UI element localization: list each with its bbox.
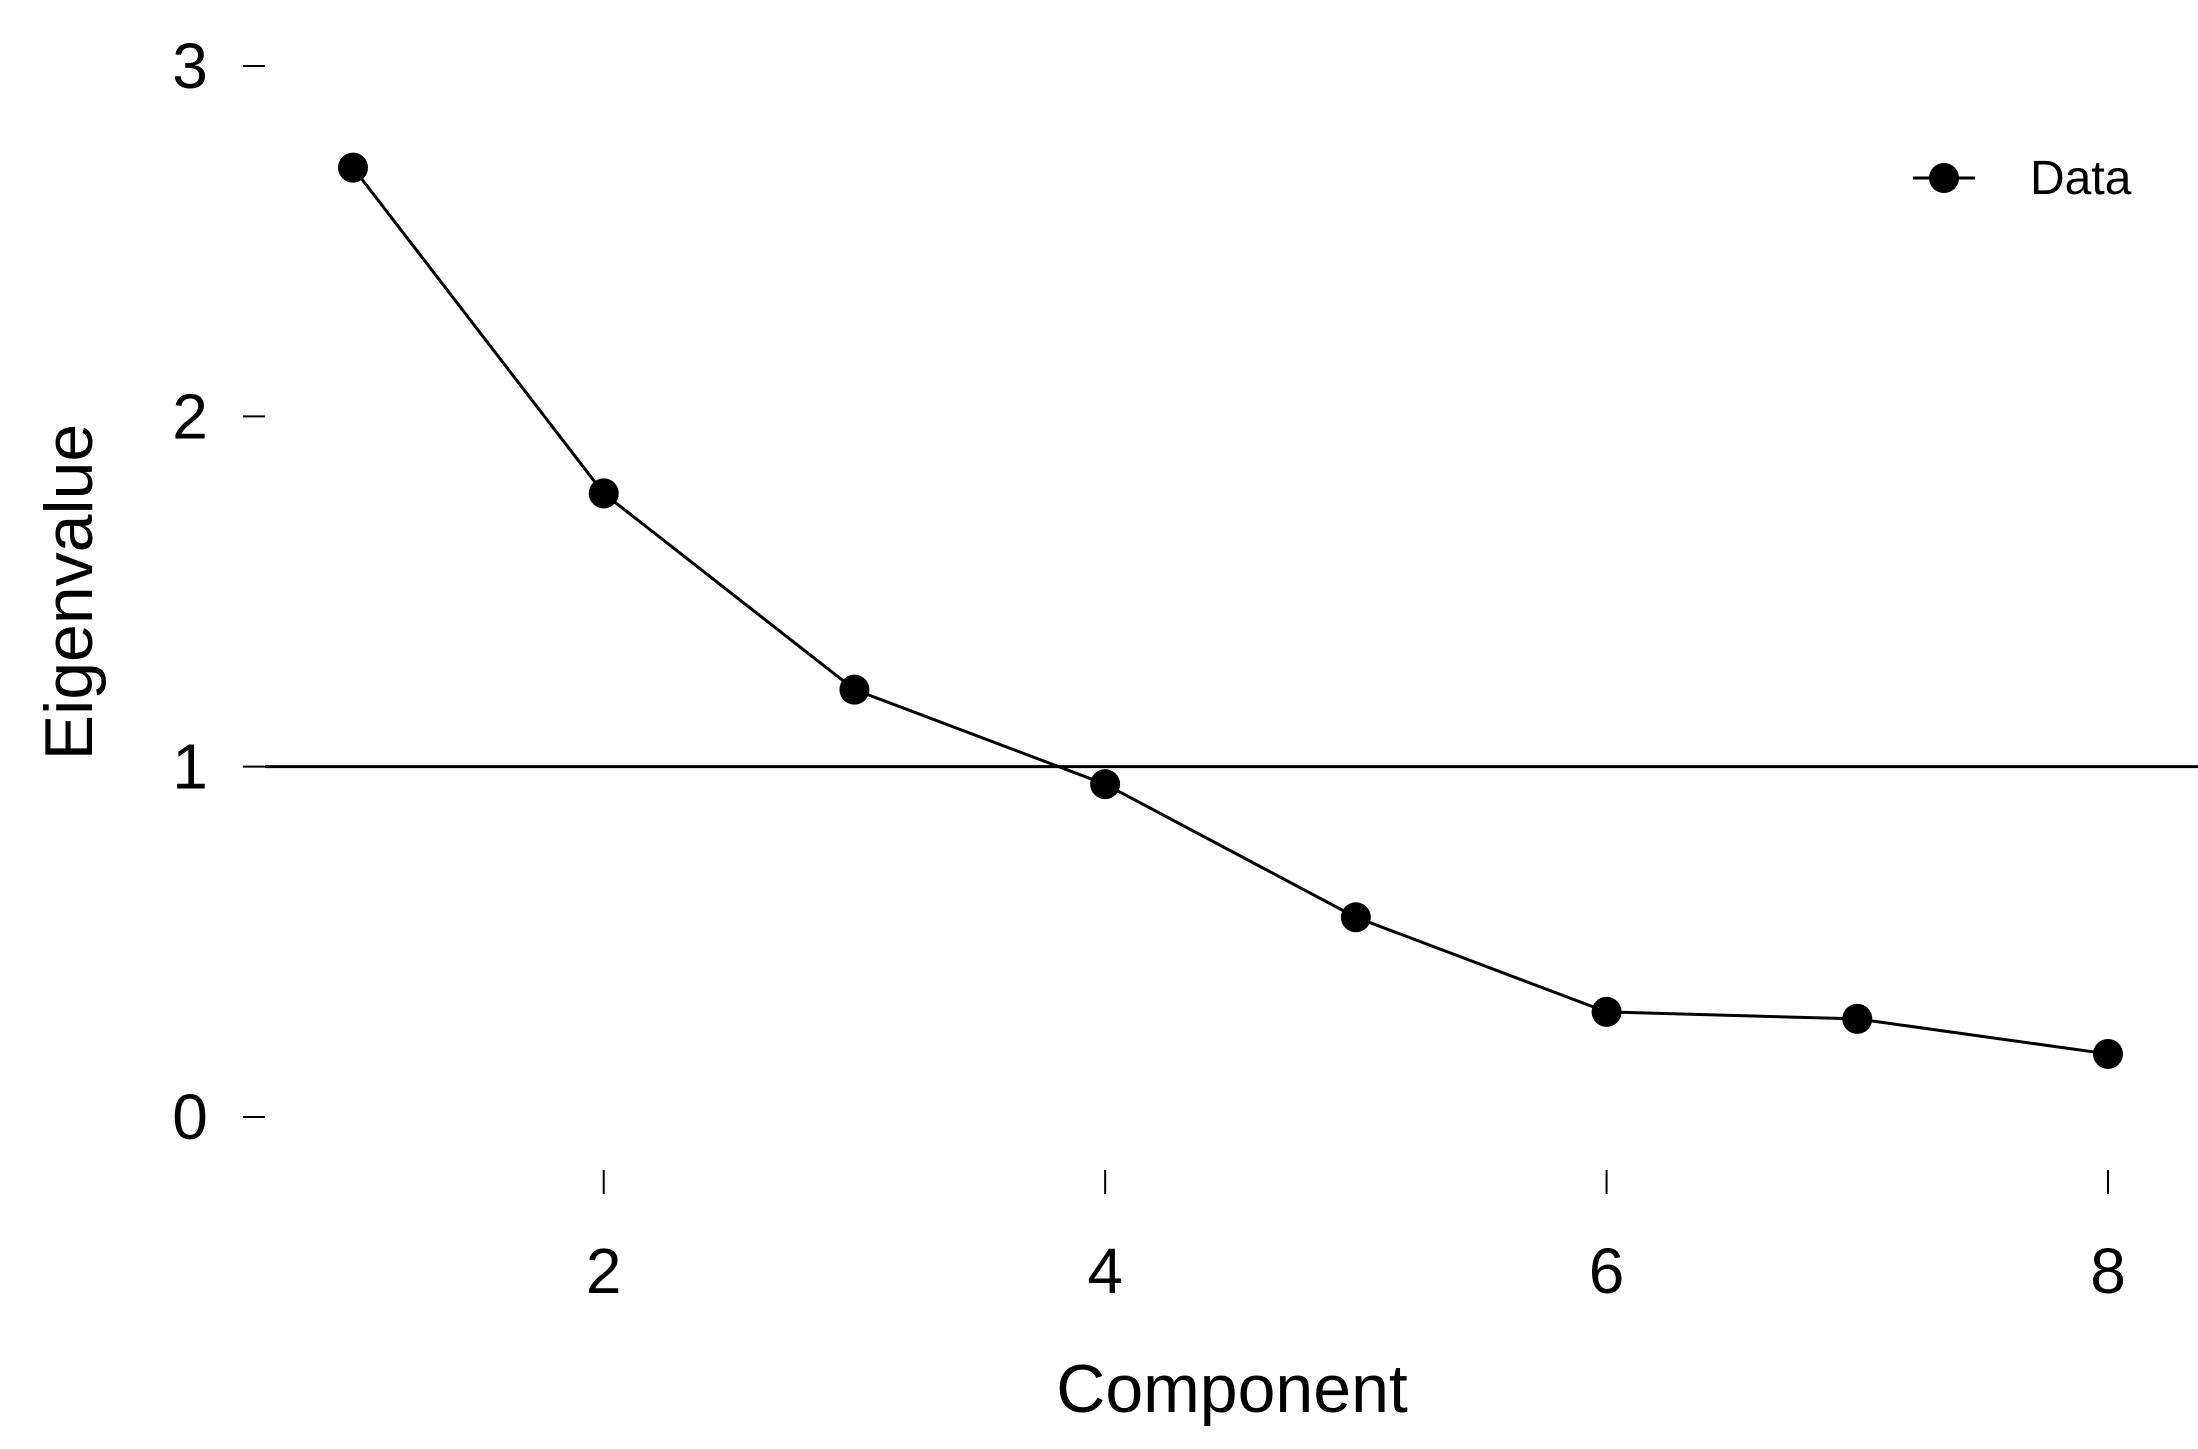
y-axis: 0 1 2 3	[172, 30, 265, 1153]
x-axis: 2 4 6 8	[586, 1170, 2126, 1307]
series-line	[351, 166, 2109, 1056]
y-tick-label: 2	[172, 380, 208, 452]
y-tick-label: 3	[172, 30, 208, 102]
data-point	[588, 478, 619, 509]
x-axis-title: Component	[1056, 1351, 1408, 1427]
y-tick-label: 1	[172, 731, 208, 803]
data-point	[1842, 1003, 1873, 1034]
data-point	[1090, 769, 1121, 800]
x-tick-label: 2	[586, 1235, 622, 1307]
legend-marker	[1929, 163, 1959, 193]
y-tick-label: 0	[172, 1081, 208, 1153]
legend: Data	[1913, 152, 2132, 205]
y-axis-title: Eigenvalue	[31, 424, 107, 760]
data-point	[338, 152, 368, 183]
data-point	[839, 674, 870, 705]
x-tick-label: 4	[1087, 1235, 1123, 1307]
data-point	[1591, 996, 1622, 1027]
x-tick-label: 6	[1589, 1235, 1625, 1307]
data-point	[1340, 902, 1371, 933]
x-tick-label: 8	[2090, 1235, 2126, 1307]
legend-label: Data	[2030, 152, 2132, 205]
series-layer	[338, 152, 2123, 1069]
data-point	[2093, 1038, 2123, 1069]
